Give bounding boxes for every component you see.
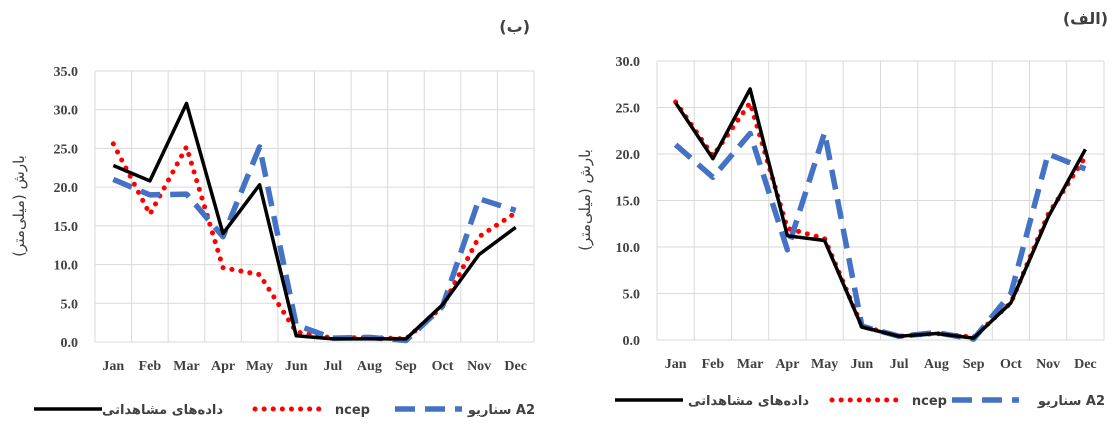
- y-tick-label: 15.0: [54, 220, 79, 235]
- x-tick-label-nov: Nov: [1036, 357, 1060, 372]
- x-tick-label-jun: Jun: [851, 357, 874, 372]
- x-tick-label-sep: Sep: [395, 359, 417, 374]
- y-tick-label: 30.0: [54, 104, 79, 119]
- x-tick-label-mar: Mar: [737, 357, 763, 372]
- series-line-observed: [674, 87, 1087, 340]
- x-tick-label-apr: Apr: [775, 357, 799, 372]
- vertical-gridlines: [94, 71, 535, 342]
- x-tick-label-may: May: [811, 357, 838, 372]
- x-tick-label-aug: Aug: [357, 359, 382, 374]
- x-tick-label-jun: Jun: [285, 359, 308, 374]
- x-tick-label-feb: Feb: [139, 359, 162, 374]
- x-tick-label-jul: Jul: [323, 359, 342, 374]
- y-tick-label: 30.0: [616, 55, 641, 70]
- legend: داده‌های مشاهداتی ncep سناریو A2: [615, 394, 1105, 409]
- x-tick-label-nov: Nov: [467, 359, 491, 374]
- y-tick-label: 0.0: [623, 334, 641, 349]
- x-tick-label-jan: Jan: [665, 357, 687, 372]
- y-tick-label: 20.0: [54, 181, 79, 196]
- panel-title-b: (ب): [499, 17, 530, 36]
- series-line-observed: [112, 101, 517, 341]
- x-tick-label-mar: Mar: [173, 359, 199, 374]
- legend-label: ncep: [912, 394, 947, 409]
- chart-panel-b: (ب) 0.0 5.0 10.0 15.0 20.0 25.0 30.0 35.0 Jan Feb M…: [10, 17, 535, 418]
- series-line-a2: [112, 144, 517, 344]
- legend-label: سناریو A2: [467, 403, 535, 418]
- panel-title-a: (الف): [1063, 9, 1108, 28]
- chart-panel-a: (الف) 0.0 5.0 10.0 15.0 20.0 25.0 30.0 Jan Feb Mar…: [560, 0, 1118, 427]
- y-tick-label: 5.0: [61, 297, 79, 312]
- x-tick-label-dec: Dec: [504, 359, 527, 374]
- x-tick-label-sep: Sep: [963, 357, 985, 372]
- chart-b-svg: (ب) 0.0 5.0 10.0 15.0 20.0 25.0 30.0 35.0 Jan Feb M…: [10, 17, 535, 418]
- x-tick-label-dec: Dec: [1074, 357, 1097, 372]
- y-tick-label: 25.0: [54, 142, 79, 157]
- y-axis-label: بارش (میلی‌متر): [576, 149, 594, 251]
- y-axis-label: بارش (میلی‌متر): [10, 155, 28, 257]
- x-tick-label-jul: Jul: [890, 357, 909, 372]
- x-tick-label-aug: Aug: [924, 357, 949, 372]
- x-tick-label-feb: Feb: [702, 357, 725, 372]
- y-tick-label: 10.0: [54, 259, 79, 274]
- y-tick-label: 10.0: [616, 241, 641, 256]
- y-tick-label: 20.0: [616, 148, 641, 163]
- legend: داده‌های مشاهداتی ncep سناریو A2: [34, 403, 535, 418]
- series-line-a2: [673, 129, 1087, 342]
- x-tick-label-apr: Apr: [211, 359, 235, 374]
- y-tick-label: 0.0: [61, 336, 79, 351]
- legend-label: سناریو A2: [1037, 394, 1105, 409]
- x-tick-label-oct: Oct: [1000, 357, 1022, 372]
- x-tick-label-oct: Oct: [432, 359, 454, 374]
- legend-label: داده‌های مشاهداتی: [688, 394, 809, 409]
- y-tick-label: 15.0: [616, 195, 641, 210]
- legend-label: داده‌های مشاهداتی: [102, 403, 223, 418]
- y-tick-label: 5.0: [623, 288, 641, 303]
- y-tick-label: 25.0: [616, 102, 641, 117]
- y-tick-label: 35.0: [54, 65, 79, 80]
- legend-label: ncep: [335, 403, 370, 418]
- chart-a-svg: (الف) 0.0 5.0 10.0 15.0 20.0 25.0 30.0 Jan Feb Mar…: [576, 9, 1108, 409]
- x-tick-label-jan: Jan: [102, 359, 124, 374]
- vertical-gridlines: [656, 61, 1105, 340]
- x-tick-label-may: May: [246, 359, 273, 374]
- series-line-ncep: [110, 141, 519, 342]
